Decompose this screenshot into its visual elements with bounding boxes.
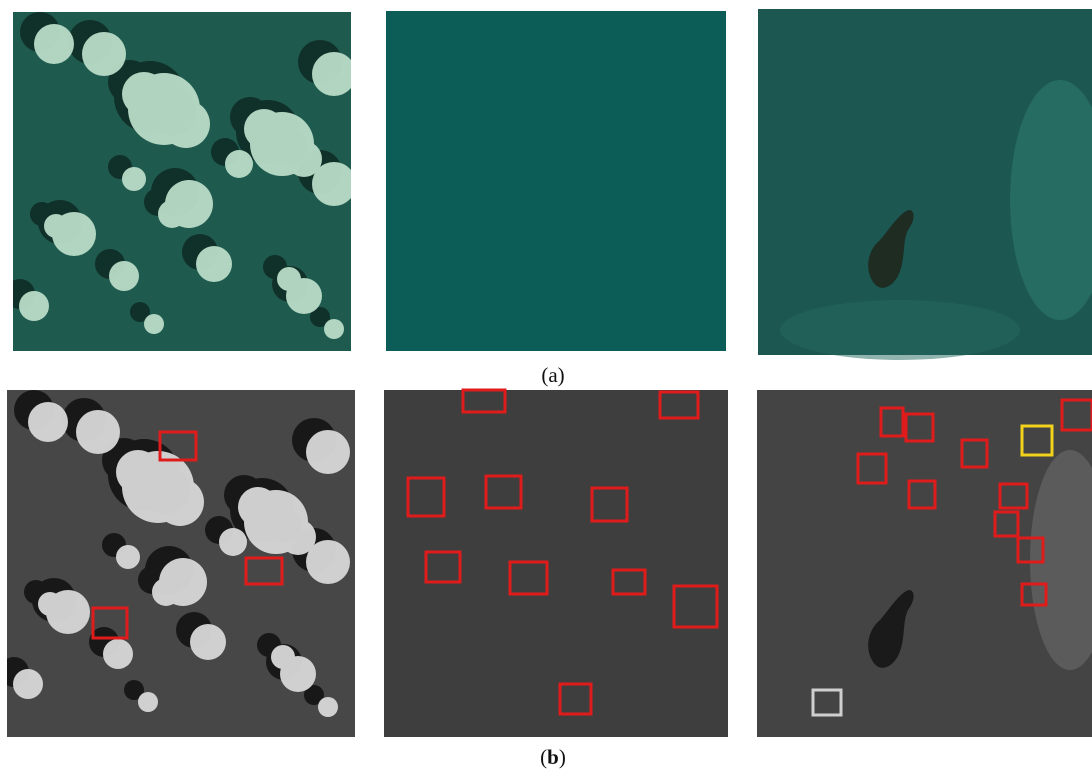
caption-a: (a)	[541, 363, 564, 387]
image-b1	[0, 390, 355, 737]
caption-b-open: (	[540, 745, 547, 769]
caption-b-close: )	[559, 745, 566, 769]
figure: (a) (b)	[0, 0, 1092, 771]
image-a1	[5, 12, 356, 351]
image-a3	[758, 9, 1092, 360]
image-b2	[384, 390, 728, 737]
caption-b: (b)	[540, 745, 566, 769]
page: (a) (b) (() => { const data = JSON.parse…	[0, 0, 1092, 771]
image-a2	[386, 11, 726, 351]
caption-b-letter: b	[547, 745, 559, 769]
